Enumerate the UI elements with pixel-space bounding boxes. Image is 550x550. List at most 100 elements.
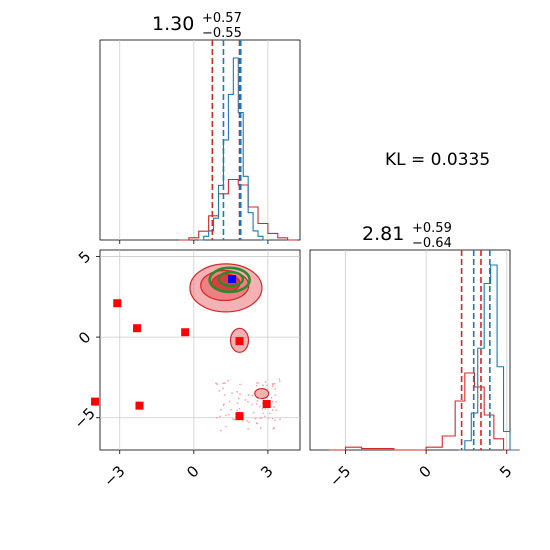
title-lower-error: −0.55 [202, 26, 242, 41]
markers [91, 275, 271, 421]
kl-label: KL = 0.0335 [385, 150, 490, 170]
axes-frame-param2 [309, 249, 511, 451]
scatter-dot [256, 399, 259, 402]
quantile-lines-param2 [460, 250, 491, 450]
scatter-dot [254, 417, 257, 420]
histogram-blue [458, 264, 517, 451]
histogram-red-param1 [179, 178, 298, 241]
title-lower-error: −0.64 [412, 236, 452, 251]
scatter-dot [257, 382, 260, 384]
scatter-dot [244, 399, 247, 401]
scatter-dot [271, 409, 274, 411]
scatter-dot [270, 396, 273, 399]
scatter-dot [247, 400, 249, 403]
marker-red [235, 337, 244, 346]
panel-param2-marginal: −5 0 5 2.81 +0.59 −0.64 [309, 221, 520, 490]
scatter-dot [228, 400, 231, 403]
scatter-dot [232, 418, 235, 421]
scatter-dot [255, 384, 258, 387]
scatter-dot [255, 403, 258, 405]
scatter-dot [264, 415, 266, 418]
scatter-dot [252, 411, 255, 414]
scatter-dot [275, 409, 278, 412]
histogram-red [329, 372, 520, 451]
histogram-blue [198, 57, 268, 241]
ticks-param2: −5 0 5 [326, 450, 516, 490]
scatter-dot [239, 383, 241, 386]
scatter-dot [222, 387, 225, 390]
marker-red [135, 401, 144, 410]
scatter-dot [259, 417, 262, 420]
title-value: 1.30 [152, 13, 194, 35]
scatter-dot [247, 394, 250, 396]
ticks-param1 [119, 240, 269, 244]
scatter-dot [259, 405, 261, 408]
title-upper-error: +0.57 [202, 11, 242, 26]
scatter-dot [271, 382, 274, 385]
scatter-dot [273, 382, 276, 385]
marker-red [113, 299, 122, 308]
histogram-red-param2 [329, 372, 520, 451]
scatter-dot [246, 420, 248, 422]
scatter-dot [215, 416, 218, 419]
axes-frame-param1 [99, 39, 301, 241]
scatter-dot [279, 418, 281, 421]
scatter-dot [259, 426, 262, 429]
marker-red [181, 328, 190, 337]
scatter-dot [273, 406, 276, 408]
panel-param1-marginal: 1.30 +0.57 −0.55 [99, 11, 301, 244]
scatter-dot [236, 409, 239, 412]
scatter-dot [227, 379, 230, 382]
scatter-dot [248, 421, 251, 424]
scatter-dot [223, 394, 226, 397]
density-contours [189, 263, 270, 400]
y-tick-label: 5 [75, 247, 94, 266]
histogram-blue-param1 [198, 57, 268, 241]
scatter-dot [274, 388, 277, 390]
scatter-dot [223, 382, 226, 384]
scatter-dot [264, 408, 267, 410]
axes-frame-joint [99, 249, 301, 451]
scatter-dot [251, 394, 254, 397]
scatter-dot [264, 380, 267, 383]
scatter-dot [262, 412, 265, 415]
scatter-dot [268, 412, 271, 415]
scatter-dot [267, 417, 270, 420]
scatter-dot [272, 400, 274, 403]
scatter-dot [225, 425, 227, 428]
scatter-dot [220, 408, 222, 411]
x-tick-label: 3 [257, 462, 276, 481]
scatter-dot [230, 408, 233, 411]
scatter-dot [261, 384, 264, 387]
histogram-blue-param2 [458, 264, 517, 451]
y-tick-label: −5 [71, 404, 99, 432]
scatter-dot [218, 415, 221, 418]
scatter-dot [256, 382, 258, 384]
scatter-dot [271, 417, 274, 420]
scatter-dot [239, 393, 241, 396]
scatter-dot [236, 402, 239, 405]
scatter-dot [256, 422, 259, 425]
scatter-dot [261, 407, 264, 410]
scatter-dot [274, 419, 276, 422]
y-tick-label: 0 [75, 328, 94, 347]
marker-red [235, 412, 244, 421]
scatter-dot [272, 427, 275, 430]
scatter-dot [251, 403, 253, 406]
histogram-red [179, 178, 298, 241]
scatter-dot [216, 383, 219, 386]
scatter-dot [222, 382, 225, 385]
scatter-dot [231, 392, 233, 394]
panel-joint-2d: −3 0 3 −5 0 5 [71, 247, 301, 490]
panel-title-param2: 2.81 [362, 223, 404, 245]
scatter-dot [242, 419, 245, 422]
scatter-dot [260, 392, 262, 395]
scatter-dot [266, 384, 268, 387]
scatter-dot [275, 400, 278, 403]
scatter-dot [247, 428, 249, 430]
marker-red [262, 400, 271, 409]
gridlines-param2 [345, 250, 508, 450]
gridlines-joint [100, 250, 300, 450]
scatter-dot [259, 396, 261, 399]
